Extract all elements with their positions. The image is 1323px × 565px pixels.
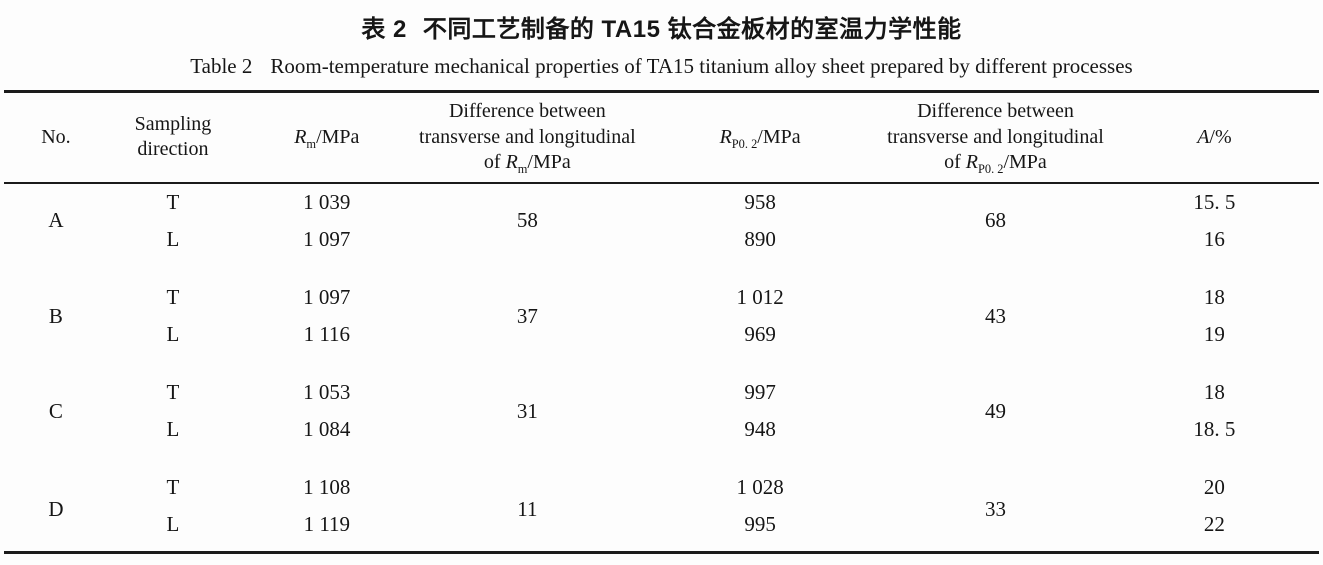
col-header-no: No. [4, 91, 108, 184]
cell-direction: T [166, 189, 180, 214]
mechanical-properties-table: No. Sampling direction Rm/MPa Difference… [4, 90, 1319, 554]
table-title-en: Table 2 Room-temperature mechanical prope… [0, 54, 1323, 79]
cell-rm: 1 084 [303, 417, 351, 442]
cell-diff-rp02: 49 [984, 398, 1006, 423]
cell-rm: 1 097 [303, 284, 351, 309]
table-number-en: Table 2 [190, 54, 253, 78]
cell-no: B [48, 303, 63, 328]
cell-rp02: 969 [744, 322, 776, 347]
cell-direction: L [166, 226, 180, 251]
table-row: L 1 119 995 22 [4, 506, 1319, 552]
cell-rm: 1 108 [303, 475, 351, 500]
cell-diff-rm: 37 [516, 303, 538, 328]
cell-elongation: 16 [1203, 226, 1225, 251]
cell-rm: 1 116 [303, 322, 351, 347]
header-row: No. Sampling direction Rm/MPa Difference… [4, 91, 1319, 184]
cell-direction: T [166, 380, 180, 405]
cell-rp02: 948 [744, 417, 776, 442]
group-spacer [4, 448, 1319, 469]
cell-elongation: 15. 5 [1193, 189, 1236, 214]
table-row: L 1 084 948 18. 5 [4, 411, 1319, 448]
col-header-elongation: A/% [1109, 91, 1319, 184]
table-row: C T 1 053 31 997 49 18 [4, 374, 1319, 423]
col-header-sampling-direction: Sampling direction [107, 91, 239, 184]
cell-no: A [48, 208, 64, 233]
cell-rm: 1 119 [303, 512, 351, 537]
cell-direction: L [166, 417, 180, 442]
cell-rm: 1 039 [303, 189, 351, 214]
cell-rp02: 997 [744, 380, 776, 405]
col-header-diff-rm: Difference between transverse and longit… [415, 91, 640, 184]
cell-elongation: 18. 5 [1193, 417, 1236, 442]
cell-direction: L [166, 512, 180, 537]
table-row: A T 1 039 58 958 68 15. 5 [4, 183, 1319, 232]
cell-no: C [48, 398, 63, 423]
col-header-rp02: RP0. 2/MPa [639, 91, 882, 184]
table-title-en-text: Room-temperature mechanical properties o… [270, 54, 1133, 78]
cell-direction: L [166, 322, 180, 347]
cell-diff-rm: 58 [516, 208, 538, 233]
group-spacer [4, 353, 1319, 374]
cell-direction: T [166, 475, 180, 500]
cell-rm: 1 053 [303, 380, 351, 405]
cell-rp02: 1 012 [736, 284, 784, 309]
col-header-rm: Rm/MPa [238, 91, 416, 184]
cell-diff-rm: 31 [516, 398, 538, 423]
cell-diff-rp02: 33 [984, 497, 1006, 522]
group-spacer [4, 258, 1319, 279]
cell-elongation: 22 [1203, 512, 1225, 537]
table-captions: 表 2 不同工艺制备的 TA15 钛合金板材的室温力学性能 Table 2 Room… [0, 0, 1323, 79]
cell-rp02: 958 [744, 189, 776, 214]
cell-diff-rm: 11 [517, 497, 538, 522]
table-row: D T 1 108 11 1 028 33 20 [4, 469, 1319, 521]
cell-diff-rp02: 68 [984, 208, 1006, 233]
cell-elongation: 19 [1203, 322, 1225, 347]
cell-rm: 1 097 [303, 226, 351, 251]
cell-elongation: 20 [1203, 475, 1225, 500]
cell-no: D [48, 497, 64, 522]
cell-rp02: 1 028 [736, 475, 784, 500]
table-row: L 1 097 890 16 [4, 221, 1319, 258]
cell-elongation: 18 [1203, 380, 1225, 405]
table-row: B T 1 097 37 1 012 43 18 [4, 279, 1319, 327]
col-header-diff-rp02: Difference between transverse and longit… [881, 91, 1110, 184]
table-title-zh-text: 不同工艺制备的 TA15 钛合金板材的室温力学性能 [422, 16, 962, 43]
table-row: L 1 116 969 19 [4, 316, 1319, 353]
cell-elongation: 18 [1203, 284, 1225, 309]
cell-direction: T [166, 284, 180, 309]
table-title-zh: 表 2 不同工艺制备的 TA15 钛合金板材的室温力学性能 [0, 0, 1323, 44]
table-number-zh: 表 2 [361, 16, 407, 43]
cell-rp02: 890 [744, 226, 776, 251]
cell-rp02: 995 [744, 512, 776, 537]
cell-diff-rp02: 43 [984, 303, 1006, 328]
